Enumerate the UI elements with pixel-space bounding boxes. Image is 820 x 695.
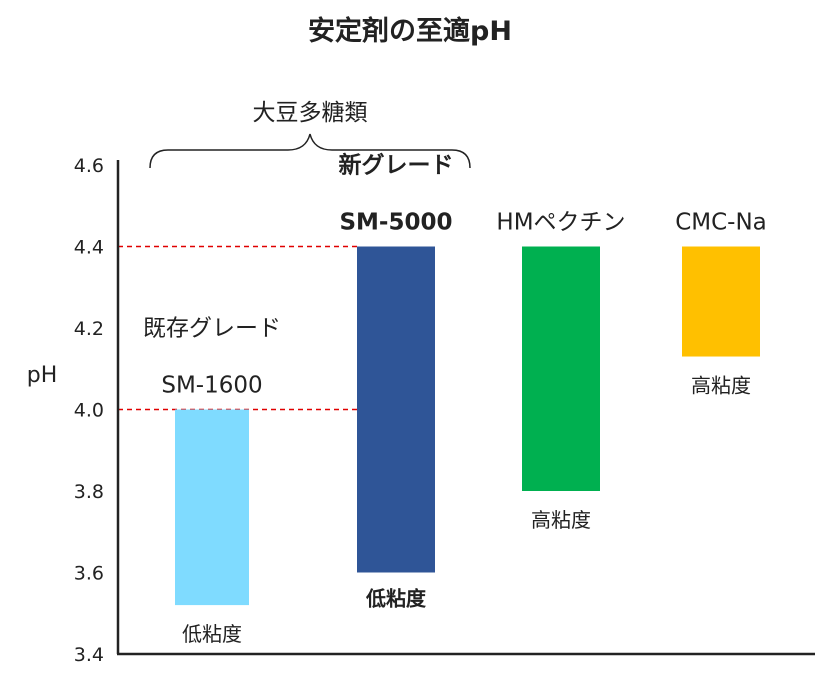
y-tick-label: 3.8 — [74, 481, 104, 503]
bar-viscosity-label: 低粘度 — [182, 622, 242, 646]
bars — [175, 246, 760, 606]
y-tick-label: 4.6 — [74, 155, 104, 177]
bar-viscosity-label: 高粘度 — [531, 508, 591, 532]
bar — [682, 246, 760, 357]
y-tick-label: 3.4 — [74, 644, 104, 666]
y-tick-label: 4.0 — [74, 400, 104, 422]
bar-name-label: HMペクチン — [496, 210, 625, 236]
group-brace — [149, 133, 471, 169]
group-label: 大豆多糖類 — [253, 100, 368, 126]
bar-name-label: SM-1600 — [161, 373, 262, 399]
y-axis-label: pH — [27, 363, 58, 388]
y-tick-labels: 3.4 3.6 3.8 4.0 4.2 4.4 4.6 — [74, 155, 104, 666]
bar-name-label: SM-5000 — [339, 210, 452, 236]
chart-title: 安定剤の至適pH — [308, 15, 512, 47]
bar — [522, 246, 600, 491]
bar-viscosity-label: 低粘度 — [365, 587, 427, 611]
bar-grade-label: 既存グレード — [143, 316, 281, 342]
bar-labels: SM-1600既存グレード低粘度SM-5000新グレード低粘度HMペクチン高粘度… — [143, 152, 767, 647]
y-tick-label: 4.4 — [74, 237, 104, 259]
bar-grade-label: 新グレード — [339, 152, 454, 179]
bar-viscosity-label: 高粘度 — [691, 374, 751, 398]
y-tick-label: 4.2 — [74, 318, 104, 340]
y-tick-label: 3.6 — [74, 563, 104, 585]
bar-name-label: CMC-Na — [675, 210, 767, 236]
bar — [175, 409, 249, 606]
bar — [357, 246, 435, 573]
